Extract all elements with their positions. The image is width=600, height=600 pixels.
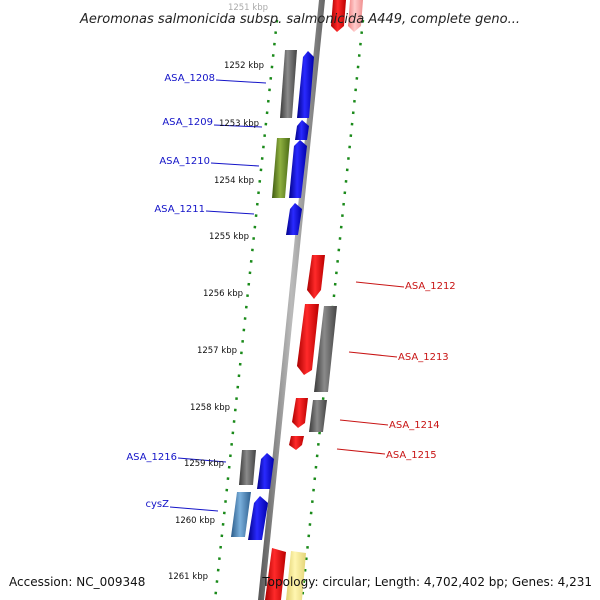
gene-features [231,0,363,600]
tick-label: 1254 kbp [214,176,254,186]
gene-arrow-bottom-red [265,548,286,600]
label-leader-lines [169,79,405,512]
gene-label-ASA_1209: ASA_1209 [162,117,213,128]
gene-arrow-ASA_1212 [307,255,325,299]
gene-box-gray-1 [280,50,297,118]
gene-label-ASA_1211: ASA_1211 [154,204,205,215]
topology-text: Topology: circular; Length: 4,702,402 bp… [261,575,592,589]
gene-arrow-ASA_1208 [297,51,314,118]
gene-box-steel-cysZ [231,492,251,537]
gene-labels-left: ASA_1208 ASA_1209 ASA_1210 ASA_1211 ASA_… [126,73,215,510]
genome-backbone [258,0,325,600]
gene-label-ASA_1210: ASA_1210 [159,156,210,167]
gene-arrow-ASA_1213 [297,304,319,375]
gene-labels-right: ASA_1212 ASA_1213 ASA_1214 ASA_1215 [386,281,456,461]
gene-arrow-ASA_1215 [289,436,304,450]
gene-arrow-top-red [331,0,346,32]
tick-label: 1252 kbp [224,61,264,71]
gene-label-cysZ: cysZ [146,499,170,510]
gene-arrow-ASA_1214 [292,398,308,428]
gene-label-ASA_1208: ASA_1208 [164,73,215,84]
map-title: Aeromonas salmonicida subsp. salmonicida… [79,12,520,27]
tick-label: 1256 kbp [203,289,243,299]
gene-label-ASA_1213: ASA_1213 [398,352,449,363]
gene-arrow-ASA_1211 [286,203,302,235]
gene-label-ASA_1216: ASA_1216 [126,452,177,463]
tick-label: 1258 kbp [190,403,230,413]
tick-label: 1261 kbp [168,572,208,582]
gene-arrow-cysZ [248,496,268,540]
gene-box-olive [272,138,290,198]
gene-label-ASA_1214: ASA_1214 [389,420,440,431]
accession-text: Accession: NC_009348 [9,575,145,589]
gene-arrow-ASA_1210 [289,140,307,198]
gene-box-bottom-pale [286,551,306,600]
gene-label-ASA_1212: ASA_1212 [405,281,456,292]
gene-arrow-top-pink [348,0,363,32]
gene-arrow-ASA_1216 [257,453,274,489]
gene-box-gray-2 [314,306,337,392]
tick-labels: 1252 kbp 1253 kbp 1254 kbp 1255 kbp 1256… [168,61,264,582]
tick-label-top: 1251 kbp [228,3,268,13]
tick-label: 1255 kbp [209,232,249,242]
gene-arrow-ASA_1209 [295,120,309,140]
tick-label: 1259 kbp [184,459,224,469]
tick-label: 1260 kbp [175,516,215,526]
tick-label: 1257 kbp [197,346,237,356]
gene-label-ASA_1215: ASA_1215 [386,450,437,461]
gene-box-gray-3 [309,400,327,432]
tick-label: 1253 kbp [219,119,259,129]
gene-box-gray-4 [239,450,256,485]
